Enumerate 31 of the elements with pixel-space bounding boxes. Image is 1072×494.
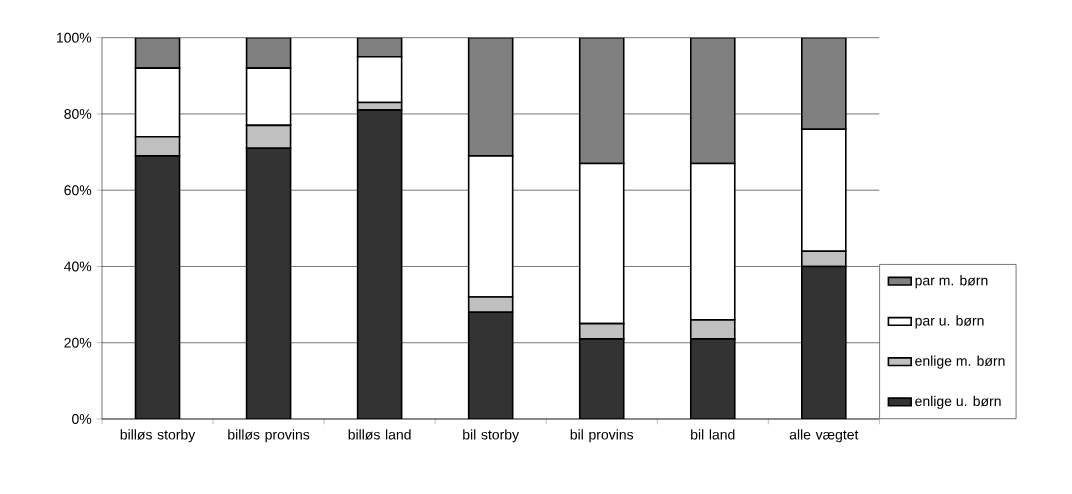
x-tick-label: bil provins [570,429,634,443]
bar [578,37,625,165]
bar [356,109,403,419]
legend-label: par u. børn [915,315,984,329]
bar [134,37,181,69]
bar [801,265,847,419]
x-tick-label: alle vægtet [789,429,859,443]
bar [801,37,847,130]
y-tick-label: 40% [64,261,92,272]
x-tick-label: billøs land [348,429,411,440]
legend-label: par m. børn [915,275,988,289]
bar [467,37,514,157]
bar [245,37,292,69]
x-tick-label: bil storby [463,429,520,443]
x-tick-label: bil land [691,429,735,440]
bar [245,147,292,419]
bar [689,338,736,419]
x-tick-label: billøs storby [120,429,196,443]
bar [356,37,403,58]
y-tick-label: 80% [64,108,92,119]
legend-label: enlige m. børn [915,355,1005,369]
x-tick-label: billøs provins [228,429,310,443]
bar [689,37,736,165]
y-tick-label: 100% [57,32,92,43]
y-tick-label: 60% [64,185,92,196]
bar [578,338,625,419]
y-tick-label: 0% [72,414,92,424]
legend-label: enlige u. børn [915,395,1001,409]
y-tick-label: 20% [64,337,92,348]
bar [467,311,514,419]
bar [134,155,181,419]
